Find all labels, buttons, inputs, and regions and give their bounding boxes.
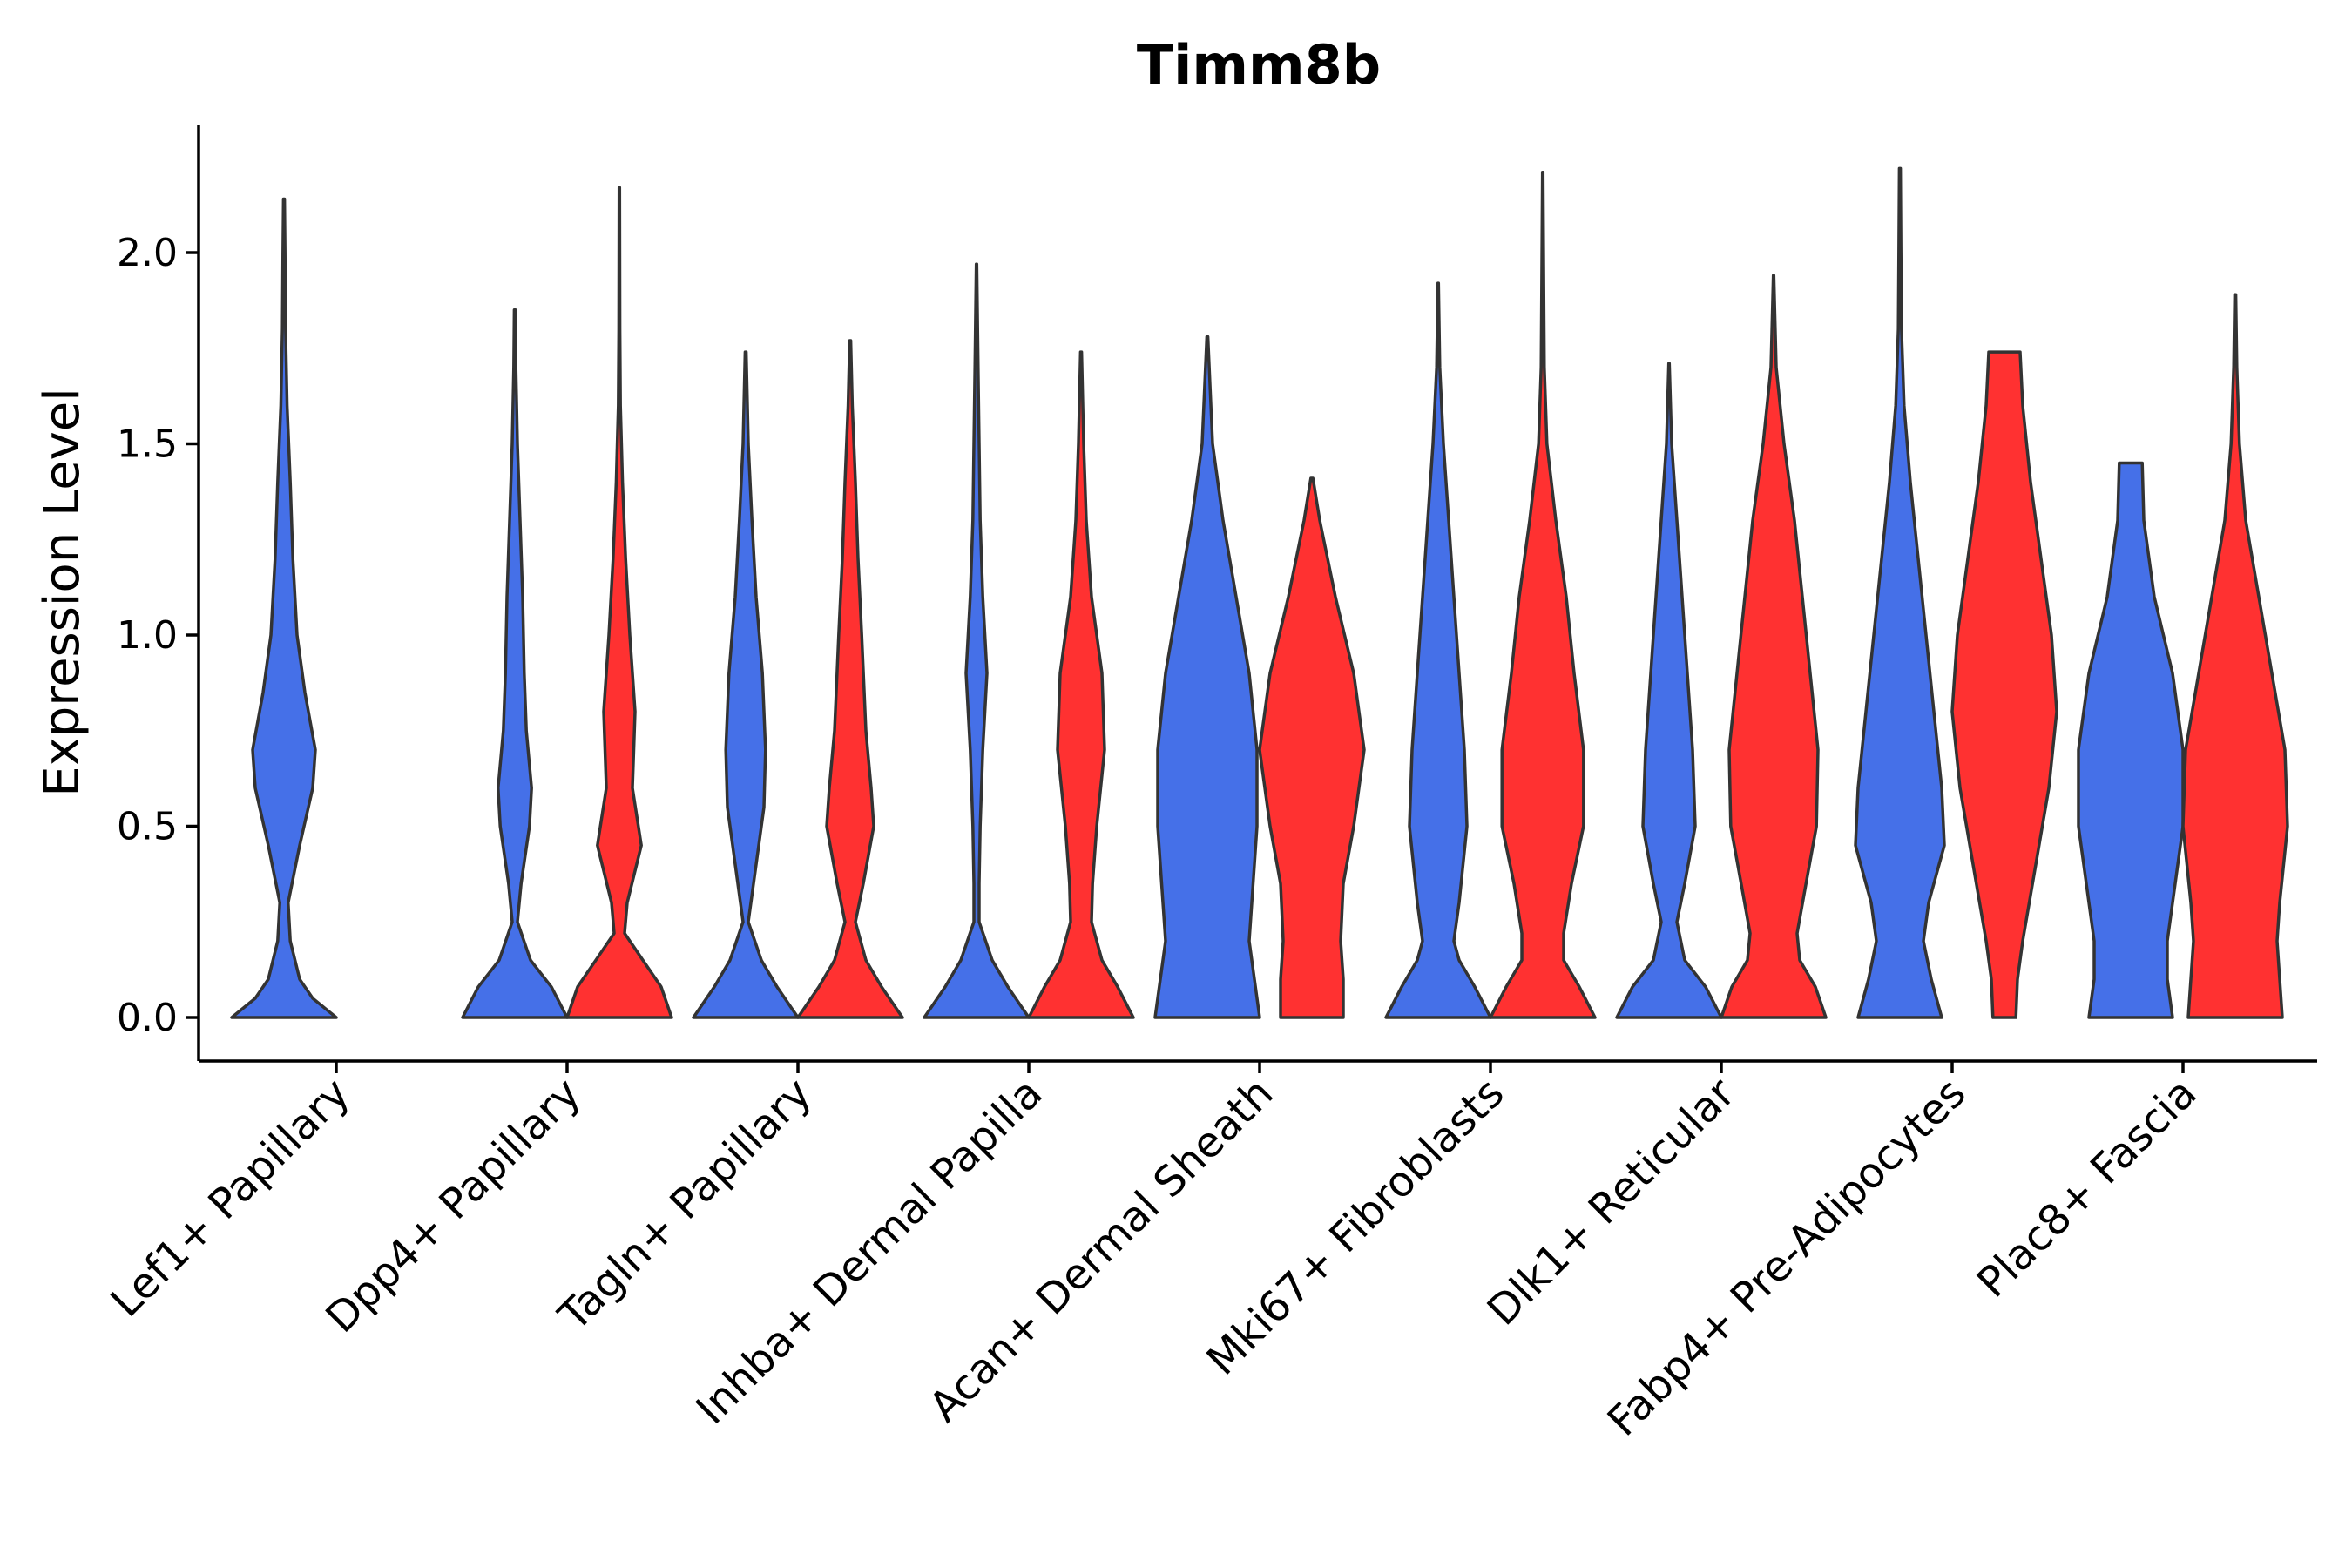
violin-red bbox=[1258, 476, 1366, 1019]
y-tick-label: 0.0 bbox=[117, 996, 178, 1040]
violin-red bbox=[1027, 350, 1135, 1019]
violin-red bbox=[796, 339, 904, 1019]
violin-blue bbox=[1153, 335, 1261, 1019]
violin-red bbox=[1950, 350, 2058, 1019]
x-tick-label: Dpp4+ Papillary bbox=[316, 1069, 590, 1342]
violin-blue bbox=[923, 262, 1031, 1019]
y-axis-ticks: 0.0 0.5 1.0 1.5 2.0 bbox=[117, 231, 199, 1040]
violin-red bbox=[565, 186, 673, 1019]
y-tick-label: 2.0 bbox=[117, 231, 178, 275]
y-tick-label: 0.5 bbox=[117, 805, 178, 849]
violin-blue bbox=[2077, 461, 2185, 1019]
violin-red bbox=[2181, 293, 2289, 1019]
violin-blue bbox=[1854, 166, 1946, 1019]
chart-title: Timm8b bbox=[1137, 33, 1381, 97]
y-tick-label: 1.0 bbox=[117, 613, 178, 658]
violin-red bbox=[1720, 274, 1828, 1019]
x-tick-label: Dlk1+ Reticular bbox=[1478, 1069, 1745, 1335]
violin-red bbox=[1489, 171, 1597, 1019]
y-tick-label: 1.5 bbox=[117, 422, 178, 467]
violin-blue bbox=[692, 350, 800, 1019]
violin-layer bbox=[230, 166, 2289, 1019]
violin-blue bbox=[230, 197, 338, 1019]
violin-blue bbox=[1384, 281, 1492, 1019]
x-tick-label: Lef1+ Papillary bbox=[102, 1069, 360, 1327]
violin-blue bbox=[1615, 362, 1723, 1019]
y-axis-label: Expression Level bbox=[34, 388, 91, 797]
violin-blue bbox=[461, 308, 569, 1019]
x-tick-label: Plac8+ Fascia bbox=[1968, 1069, 2207, 1308]
x-tick-label: Tagln+ Papillary bbox=[549, 1069, 821, 1341]
